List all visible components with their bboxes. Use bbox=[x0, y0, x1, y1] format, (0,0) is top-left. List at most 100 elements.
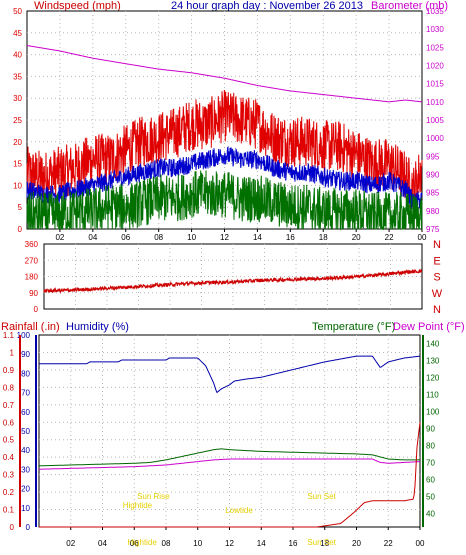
humidity-axis-tick-label: 60 bbox=[21, 408, 30, 417]
temperature-axis-tick-label: 120 bbox=[426, 373, 440, 382]
direction-axis-tick-label: 360 bbox=[25, 240, 39, 249]
x-tick-label: 20 bbox=[352, 539, 361, 548]
series-temperature bbox=[39, 448, 420, 467]
astro-event-label: Sun Rise bbox=[137, 492, 170, 501]
barometer-axis-tick-label: 1000 bbox=[426, 134, 444, 143]
x-tick-label: 22 bbox=[384, 539, 393, 548]
barometer-axis-tick-label: 1025 bbox=[426, 43, 444, 52]
x-tick-label: 06 bbox=[130, 539, 139, 548]
direction-axis-tick-label: 180 bbox=[25, 273, 39, 282]
temperature-axis-tick-label: 90 bbox=[426, 424, 435, 433]
wind-axis-tick-label: 10 bbox=[13, 181, 22, 190]
direction-axis-tick-label: 90 bbox=[29, 289, 38, 298]
humidity-axis-tick-label: 0 bbox=[26, 523, 31, 532]
temperature-axis-tick-label: 100 bbox=[426, 407, 440, 416]
barometer-axis-tick-label: 985 bbox=[426, 189, 440, 198]
x-tick-label: 12 bbox=[220, 233, 229, 242]
wind-axis-tick-label: 25 bbox=[13, 116, 22, 125]
x-tick-label: 06 bbox=[121, 233, 130, 242]
wind-axis-title: Windspeed (mph) bbox=[34, 0, 121, 12]
rain-axis-tick-label: 0.3 bbox=[3, 471, 15, 480]
humidity-axis-tick-label: 70 bbox=[21, 389, 30, 398]
wind-axis-tick-label: 30 bbox=[13, 94, 22, 103]
compass-label: E bbox=[433, 255, 440, 267]
x-tick-label: 04 bbox=[98, 539, 107, 548]
barometer-axis-tick-label: 1020 bbox=[426, 62, 444, 71]
series-direction bbox=[43, 268, 423, 295]
x-tick-label: 20 bbox=[352, 233, 361, 242]
temperature-axis-tick-label: 130 bbox=[426, 356, 440, 365]
chart-panels: 0510152025303540455097598098599099510001… bbox=[3, 7, 444, 548]
astro-event-label: Sun Set bbox=[307, 492, 336, 501]
barometer-axis-tick-label: 990 bbox=[426, 171, 440, 180]
x-tick-label: 02 bbox=[55, 233, 64, 242]
x-tick-label: 02 bbox=[66, 539, 75, 548]
humidity-axis-tick-label: 30 bbox=[21, 465, 30, 474]
wind-axis-tick-label: 0 bbox=[18, 225, 23, 234]
x-tick-label: 08 bbox=[162, 539, 171, 548]
barometer-axis-tick-label: 1030 bbox=[426, 25, 444, 34]
x-tick-label: 00 bbox=[416, 539, 425, 548]
chart-title: 24 hour graph day : November 26 2013 bbox=[171, 0, 363, 12]
astro-event-label: Lowtide bbox=[225, 506, 253, 515]
rain-axis-tick-label: 0.8 bbox=[3, 383, 15, 392]
rain-axis-tick-label: 0.5 bbox=[3, 436, 15, 445]
x-tick-label: 04 bbox=[88, 233, 97, 242]
x-tick-label: 18 bbox=[319, 233, 328, 242]
wind-axis-tick-label: 20 bbox=[13, 138, 22, 147]
humidity-axis-tick-label: 20 bbox=[21, 485, 30, 494]
barometer-axis-tick-label: 1005 bbox=[426, 116, 444, 125]
barometer-axis-tick-label: 1035 bbox=[426, 7, 444, 16]
series-rainfall bbox=[39, 422, 421, 528]
wind-axis-tick-label: 45 bbox=[13, 29, 22, 38]
barometer-axis-tick-label: 1010 bbox=[426, 98, 444, 107]
wind-axis-tick-label: 40 bbox=[13, 51, 22, 60]
series-wind_mid bbox=[26, 146, 423, 211]
humidity-axis-tick-label: 100 bbox=[17, 331, 31, 340]
x-tick-label: 18 bbox=[320, 539, 329, 548]
temperature-axis-tick-label: 50 bbox=[426, 492, 435, 501]
rain-axis-tick-label: 0.9 bbox=[3, 366, 15, 375]
rain-axis-tick-label: 0 bbox=[10, 523, 15, 532]
humidity-axis-tick-label: 10 bbox=[21, 504, 30, 513]
compass-label: W bbox=[432, 288, 443, 300]
series-wind_low bbox=[26, 170, 423, 231]
barometer-axis-title: Barometer (mb) bbox=[371, 0, 448, 12]
rain-axis-tick-label: 0.1 bbox=[3, 506, 15, 515]
wind-axis-tick-label: 35 bbox=[13, 72, 22, 81]
humidity-axis-tick-label: 40 bbox=[21, 446, 30, 455]
x-tick-label: 00 bbox=[418, 233, 427, 242]
temperature-axis-tick-label: 40 bbox=[426, 509, 435, 518]
direction-axis-tick-label: 270 bbox=[25, 256, 39, 265]
x-tick-label: 10 bbox=[187, 233, 196, 242]
rain-axis-tick-label: 0.6 bbox=[3, 418, 15, 427]
astro-event-label: Hightide bbox=[123, 501, 153, 510]
x-tick-label: 16 bbox=[286, 233, 295, 242]
wind-axis-tick-label: 50 bbox=[13, 7, 22, 16]
temperature-axis-tick-label: 80 bbox=[426, 441, 435, 450]
astro-event-label: Sun Set bbox=[307, 538, 336, 547]
rain-axis-tick-label: 1.1 bbox=[3, 331, 15, 340]
barometer-axis-tick-label: 980 bbox=[426, 207, 440, 216]
temperature-axis-tick-label: 110 bbox=[426, 390, 439, 399]
compass-label: N bbox=[433, 304, 441, 316]
barometer-axis-tick-label: 995 bbox=[426, 152, 440, 161]
temperature-axis-tick-label: 140 bbox=[426, 339, 440, 348]
x-tick-label: 14 bbox=[253, 233, 262, 242]
rain-axis-tick-label: 0.2 bbox=[3, 488, 15, 497]
dewpoint-axis-title: Dew Point (°F) bbox=[393, 321, 465, 333]
humidity-axis-tick-label: 90 bbox=[21, 350, 30, 359]
humidity-axis-tick-label: 50 bbox=[21, 427, 30, 436]
temperature-axis-title: Temperature (°F) bbox=[312, 321, 395, 333]
humidity-axis-title: Humidity (%) bbox=[66, 321, 129, 333]
x-tick-label: 08 bbox=[154, 233, 163, 242]
rain-axis-tick-label: 0.4 bbox=[3, 453, 15, 462]
temperature-axis-tick-label: 60 bbox=[426, 475, 435, 484]
direction-axis-tick-label: 0 bbox=[34, 305, 39, 314]
rain-axis-tick-label: 1 bbox=[10, 348, 15, 357]
barometer-axis-tick-label: 1015 bbox=[426, 80, 444, 89]
rainfall-axis-title: Rainfall (.in) bbox=[1, 321, 60, 333]
barometer-axis-tick-label: 975 bbox=[426, 225, 440, 234]
temperature-axis-tick-label: 70 bbox=[426, 458, 435, 467]
